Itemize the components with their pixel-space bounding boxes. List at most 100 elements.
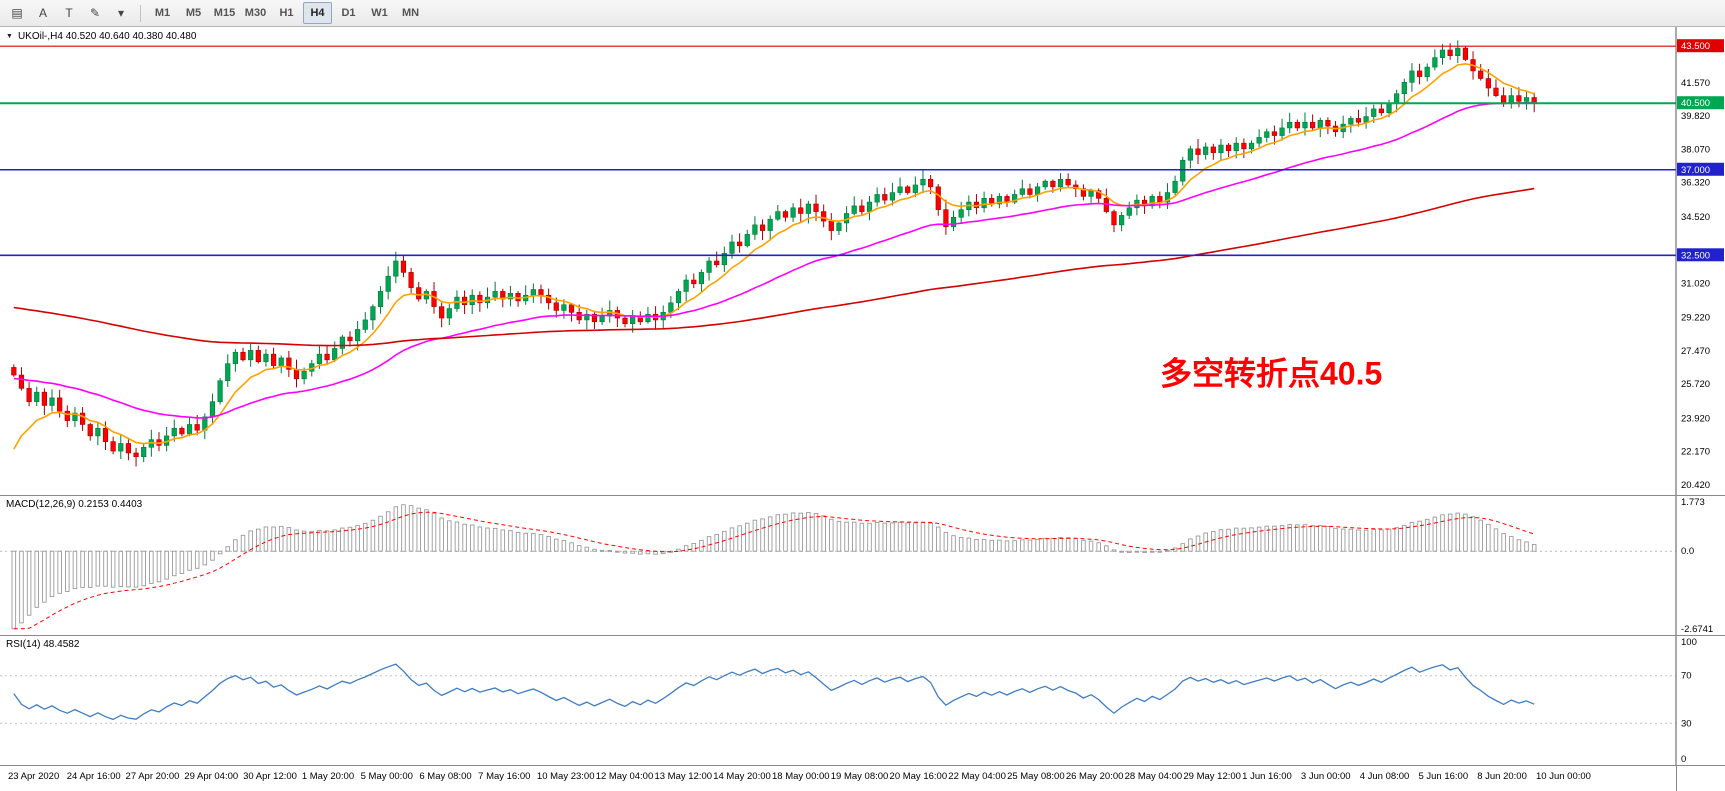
candle — [362, 312, 368, 333]
candle — [1034, 182, 1041, 202]
rsi-tick: 30 — [1681, 718, 1692, 729]
time-label: 7 May 16:00 — [478, 771, 531, 782]
candle — [72, 407, 78, 428]
candle — [248, 343, 254, 367]
candle — [935, 184, 941, 216]
candle — [775, 205, 781, 221]
rsi-axis[interactable]: 100 70 30 0 — [1675, 636, 1697, 765]
price-badge-32.500 — [1677, 248, 1724, 262]
candle — [1119, 212, 1125, 232]
candle — [698, 269, 705, 292]
candle — [1310, 114, 1316, 131]
timeframe-button-mn[interactable]: MN — [401, 7, 420, 19]
timeframe-button-m15[interactable]: M15 — [213, 7, 236, 19]
charts-menu-icon[interactable]: ▤ — [11, 6, 23, 20]
price-tick: 23.920 — [1681, 413, 1710, 424]
macd-panel: 1.773 0.0 -2.6741 MACD(12,26,9) 0.2153 0.4… — [0, 495, 1725, 635]
chart-annotation[interactable]: 多空转折点40.5 — [1160, 356, 1382, 392]
candle — [584, 309, 590, 330]
candle — [943, 199, 949, 235]
time-label: 26 May 20:00 — [1065, 771, 1124, 782]
candle — [1210, 143, 1216, 160]
candle — [79, 407, 86, 431]
timeframe-button-h1[interactable]: H1 — [279, 7, 294, 19]
candle — [11, 364, 17, 377]
candle — [1157, 191, 1163, 209]
candle — [393, 251, 399, 284]
rsi-canvas[interactable]: 100 70 30 0 — [0, 636, 1725, 765]
macd-canvas[interactable]: 1.773 0.0 -2.6741 — [0, 496, 1725, 635]
candle — [1080, 184, 1087, 201]
timeframe-button-m5[interactable]: M5 — [185, 7, 202, 19]
time-label: 1 May 20:00 — [301, 771, 355, 782]
candle — [1439, 44, 1446, 65]
time-label: 14 May 20:00 — [713, 771, 771, 782]
candle — [905, 185, 911, 195]
candle — [538, 284, 544, 304]
candle — [882, 187, 888, 205]
candle — [1455, 40, 1461, 64]
candle — [691, 273, 697, 289]
candle — [1019, 179, 1025, 197]
time-label: 5 May 00:00 — [360, 771, 413, 782]
more-tools-icon[interactable]: ▾ — [117, 6, 125, 20]
candle — [1523, 91, 1530, 110]
candle — [790, 203, 796, 222]
candle — [706, 257, 712, 281]
candle — [324, 345, 330, 365]
time-label: 10 Jun 00:00 — [1536, 771, 1591, 782]
candle — [286, 350, 292, 378]
candle — [1164, 183, 1171, 210]
candle — [49, 389, 55, 412]
text-tool-button[interactable]: T — [65, 6, 73, 20]
candle — [1363, 107, 1369, 129]
timeframe-button-m1[interactable]: M1 — [154, 7, 171, 19]
timeframe-button-h4[interactable]: H4 — [303, 2, 332, 24]
candle — [981, 191, 987, 213]
macd-tick: 1.773 — [1681, 497, 1705, 508]
time-label: 12 May 04:00 — [595, 771, 654, 782]
price-axis[interactable]: 41.570 39.820 38.070 36.320 34.520 31.020 29.2… — [1675, 27, 1724, 495]
timeframe-button-w1[interactable]: W1 — [371, 7, 388, 19]
candle — [950, 210, 957, 232]
toolbar: ▤ A T ✎ ▾ M1 M5 M15 M30 H1 H4 D1 W1 MN — [0, 0, 1725, 27]
chart-context-icon[interactable]: ▼ — [6, 33, 13, 40]
rsi-tick: 100 — [1681, 637, 1697, 648]
candle — [416, 281, 422, 302]
candle — [370, 304, 376, 330]
candle — [836, 220, 842, 235]
timeframe-button-d1[interactable]: D1 — [341, 7, 356, 19]
price-tick: 27.470 — [1681, 346, 1710, 357]
candle — [1493, 79, 1499, 98]
candle — [744, 229, 750, 248]
candle — [1325, 117, 1331, 135]
candle — [767, 215, 773, 241]
timeframe-button-m30[interactable]: M30 — [244, 7, 267, 19]
macd-tick: 0.0 — [1681, 546, 1694, 557]
time-label: 27 Apr 20:00 — [125, 771, 180, 782]
arrow-tool-button[interactable]: A — [38, 6, 47, 20]
time-label: 29 Apr 04:00 — [184, 771, 239, 782]
price-badge-text: 37.000 — [1681, 165, 1710, 176]
candle — [645, 306, 651, 324]
draw-tool-icon[interactable]: ✎ — [89, 6, 101, 20]
time-axis[interactable]: 23 Apr 2020 24 Apr 16:00 27 Apr 20:00 29 Ap… — [0, 765, 1725, 791]
candle — [1065, 173, 1071, 189]
ma-fast-orange — [13, 62, 1535, 450]
candle — [782, 209, 789, 222]
price-chart-canvas[interactable]: 多空转折点40.5 41.570 39.820 38.070 36.320 34.520 3… — [0, 27, 1725, 495]
ma-slow-red — [13, 187, 1535, 347]
candle — [737, 233, 743, 253]
candle — [293, 359, 300, 388]
candle — [347, 331, 353, 347]
price-badge-text: 32.500 — [1681, 250, 1710, 261]
rsi-line — [13, 663, 1535, 721]
candle — [821, 204, 827, 228]
macd-axis[interactable]: 1.773 0.0 -2.6741 — [1675, 496, 1713, 635]
candle — [530, 283, 536, 303]
price-tick: 39.820 — [1681, 111, 1710, 122]
time-label: 13 May 12:00 — [654, 771, 713, 782]
price-tick: 38.070 — [1681, 144, 1710, 155]
candle — [255, 345, 261, 364]
